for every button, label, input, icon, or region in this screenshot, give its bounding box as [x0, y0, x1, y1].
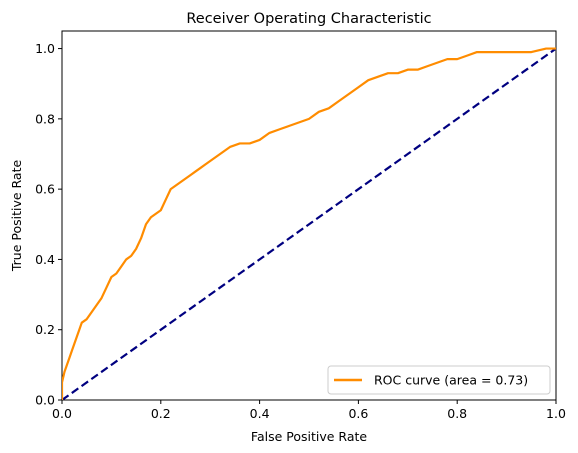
chance-diagonal-line [62, 47, 556, 400]
x-tick-label: 0.8 [447, 406, 467, 421]
y-tick-label: 0.8 [35, 111, 55, 126]
x-tick-label: 0.2 [151, 406, 171, 421]
roc-curve-line [62, 47, 556, 400]
x-tick-label: 1.0 [546, 406, 566, 421]
x-tick-label: 0.0 [52, 406, 72, 421]
y-tick-label: 0.2 [35, 322, 55, 337]
series-layer [62, 47, 556, 400]
y-axis-ticks: 0.0 0.2 0.4 0.6 0.8 1.0 [35, 41, 62, 408]
y-axis-label: True Positive Rate [9, 160, 24, 273]
x-axis-label: False Positive Rate [251, 429, 367, 444]
legend: ROC curve (area = 0.73) [327, 365, 551, 395]
y-tick-label: 1.0 [35, 41, 55, 56]
x-tick-label: 0.6 [348, 406, 368, 421]
y-tick-label: 0.0 [35, 393, 55, 408]
chart-title: Receiver Operating Characteristic [186, 11, 431, 27]
y-tick-label: 0.4 [35, 252, 55, 267]
x-tick-label: 0.4 [250, 406, 270, 421]
legend-box [327, 365, 551, 395]
legend-entry-roc-curve: ROC curve (area = 0.73) [374, 373, 528, 388]
plot-area-frame [61, 30, 557, 401]
x-axis-ticks: 0.0 0.2 0.4 0.6 0.8 1.0 [52, 400, 566, 421]
y-tick-label: 0.6 [35, 182, 55, 197]
